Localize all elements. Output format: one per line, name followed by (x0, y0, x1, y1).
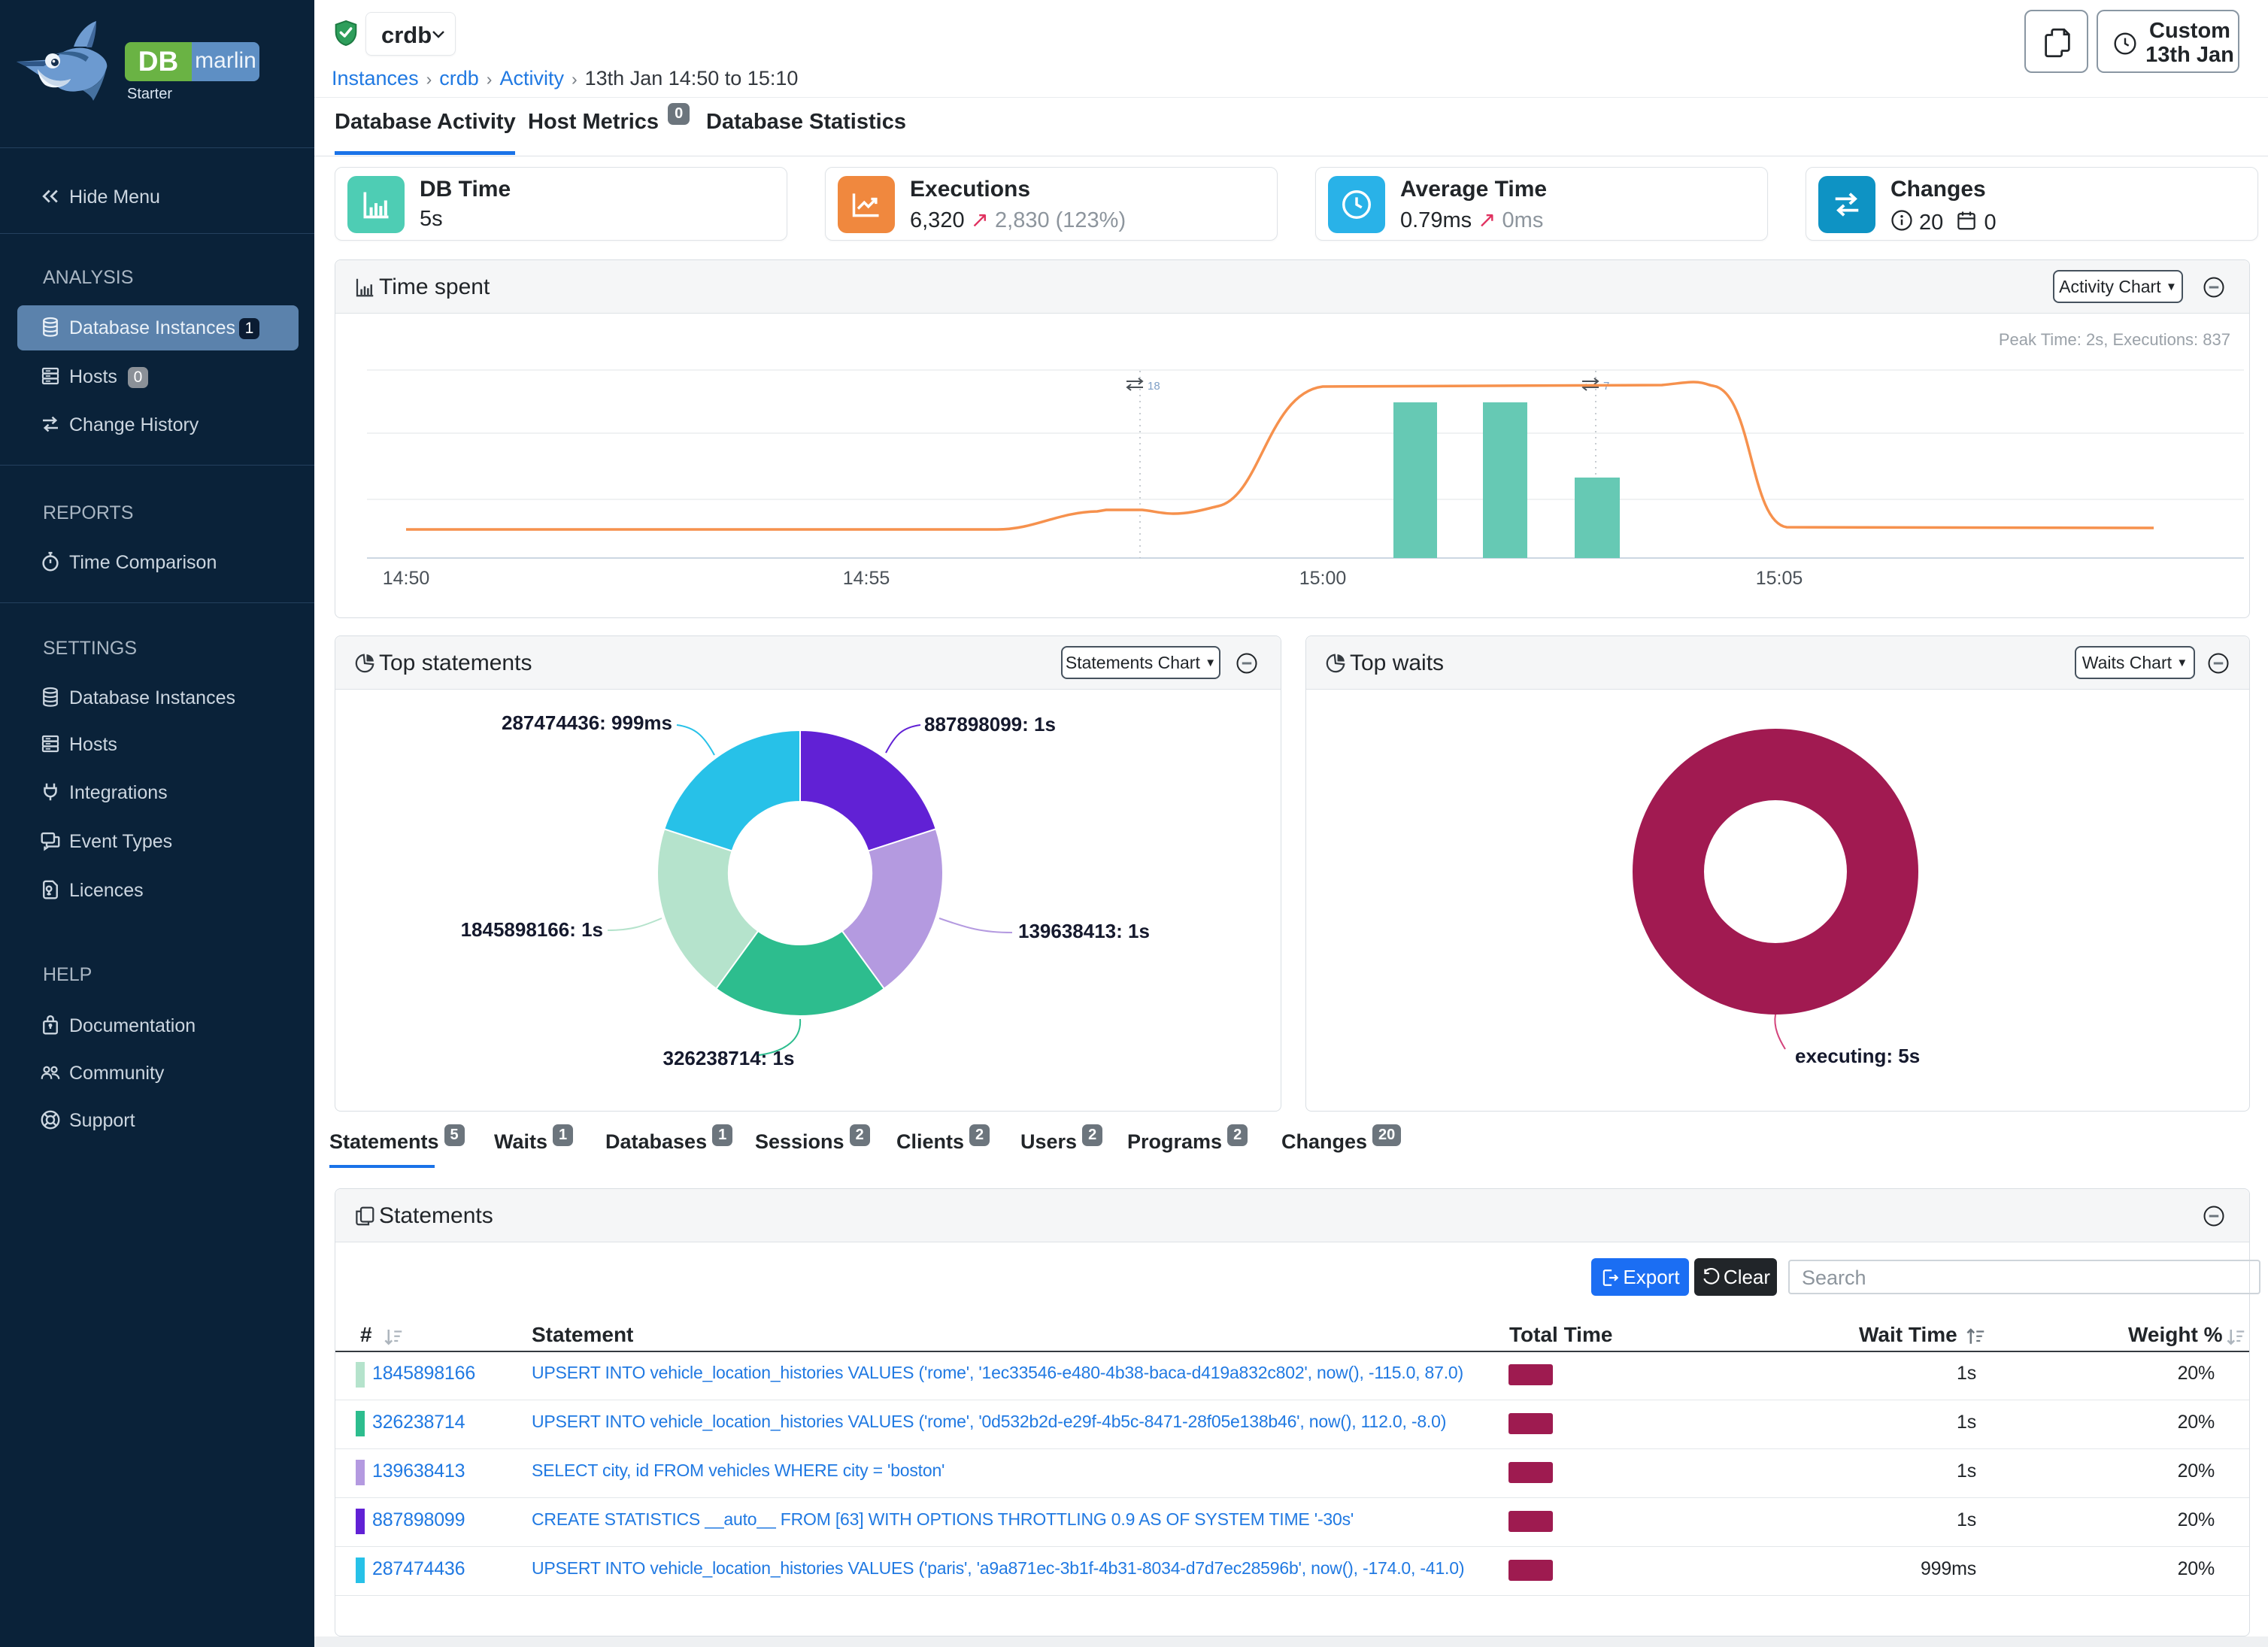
svg-text:14:55: 14:55 (843, 568, 890, 589)
svg-text:139638413: 1s: 139638413: 1s (1018, 920, 1150, 942)
svg-text:887898099: 1s: 887898099: 1s (924, 713, 1056, 736)
svg-text:Peak Time: 2s, Executions: 837: Peak Time: 2s, Executions: 837 (1999, 330, 2230, 349)
svg-text:14:50: 14:50 (383, 568, 430, 589)
svg-text:287474436: 999ms: 287474436: 999ms (502, 711, 672, 734)
svg-text:15:00: 15:00 (1299, 568, 1347, 589)
svg-text:executing: 5s: executing: 5s (1795, 1045, 1920, 1067)
svg-text:326238714: 1s: 326238714: 1s (663, 1047, 795, 1069)
svg-text:1845898166: 1s: 1845898166: 1s (461, 918, 603, 941)
svg-text:18: 18 (1148, 380, 1160, 393)
svg-text:15:05: 15:05 (1756, 568, 1803, 589)
